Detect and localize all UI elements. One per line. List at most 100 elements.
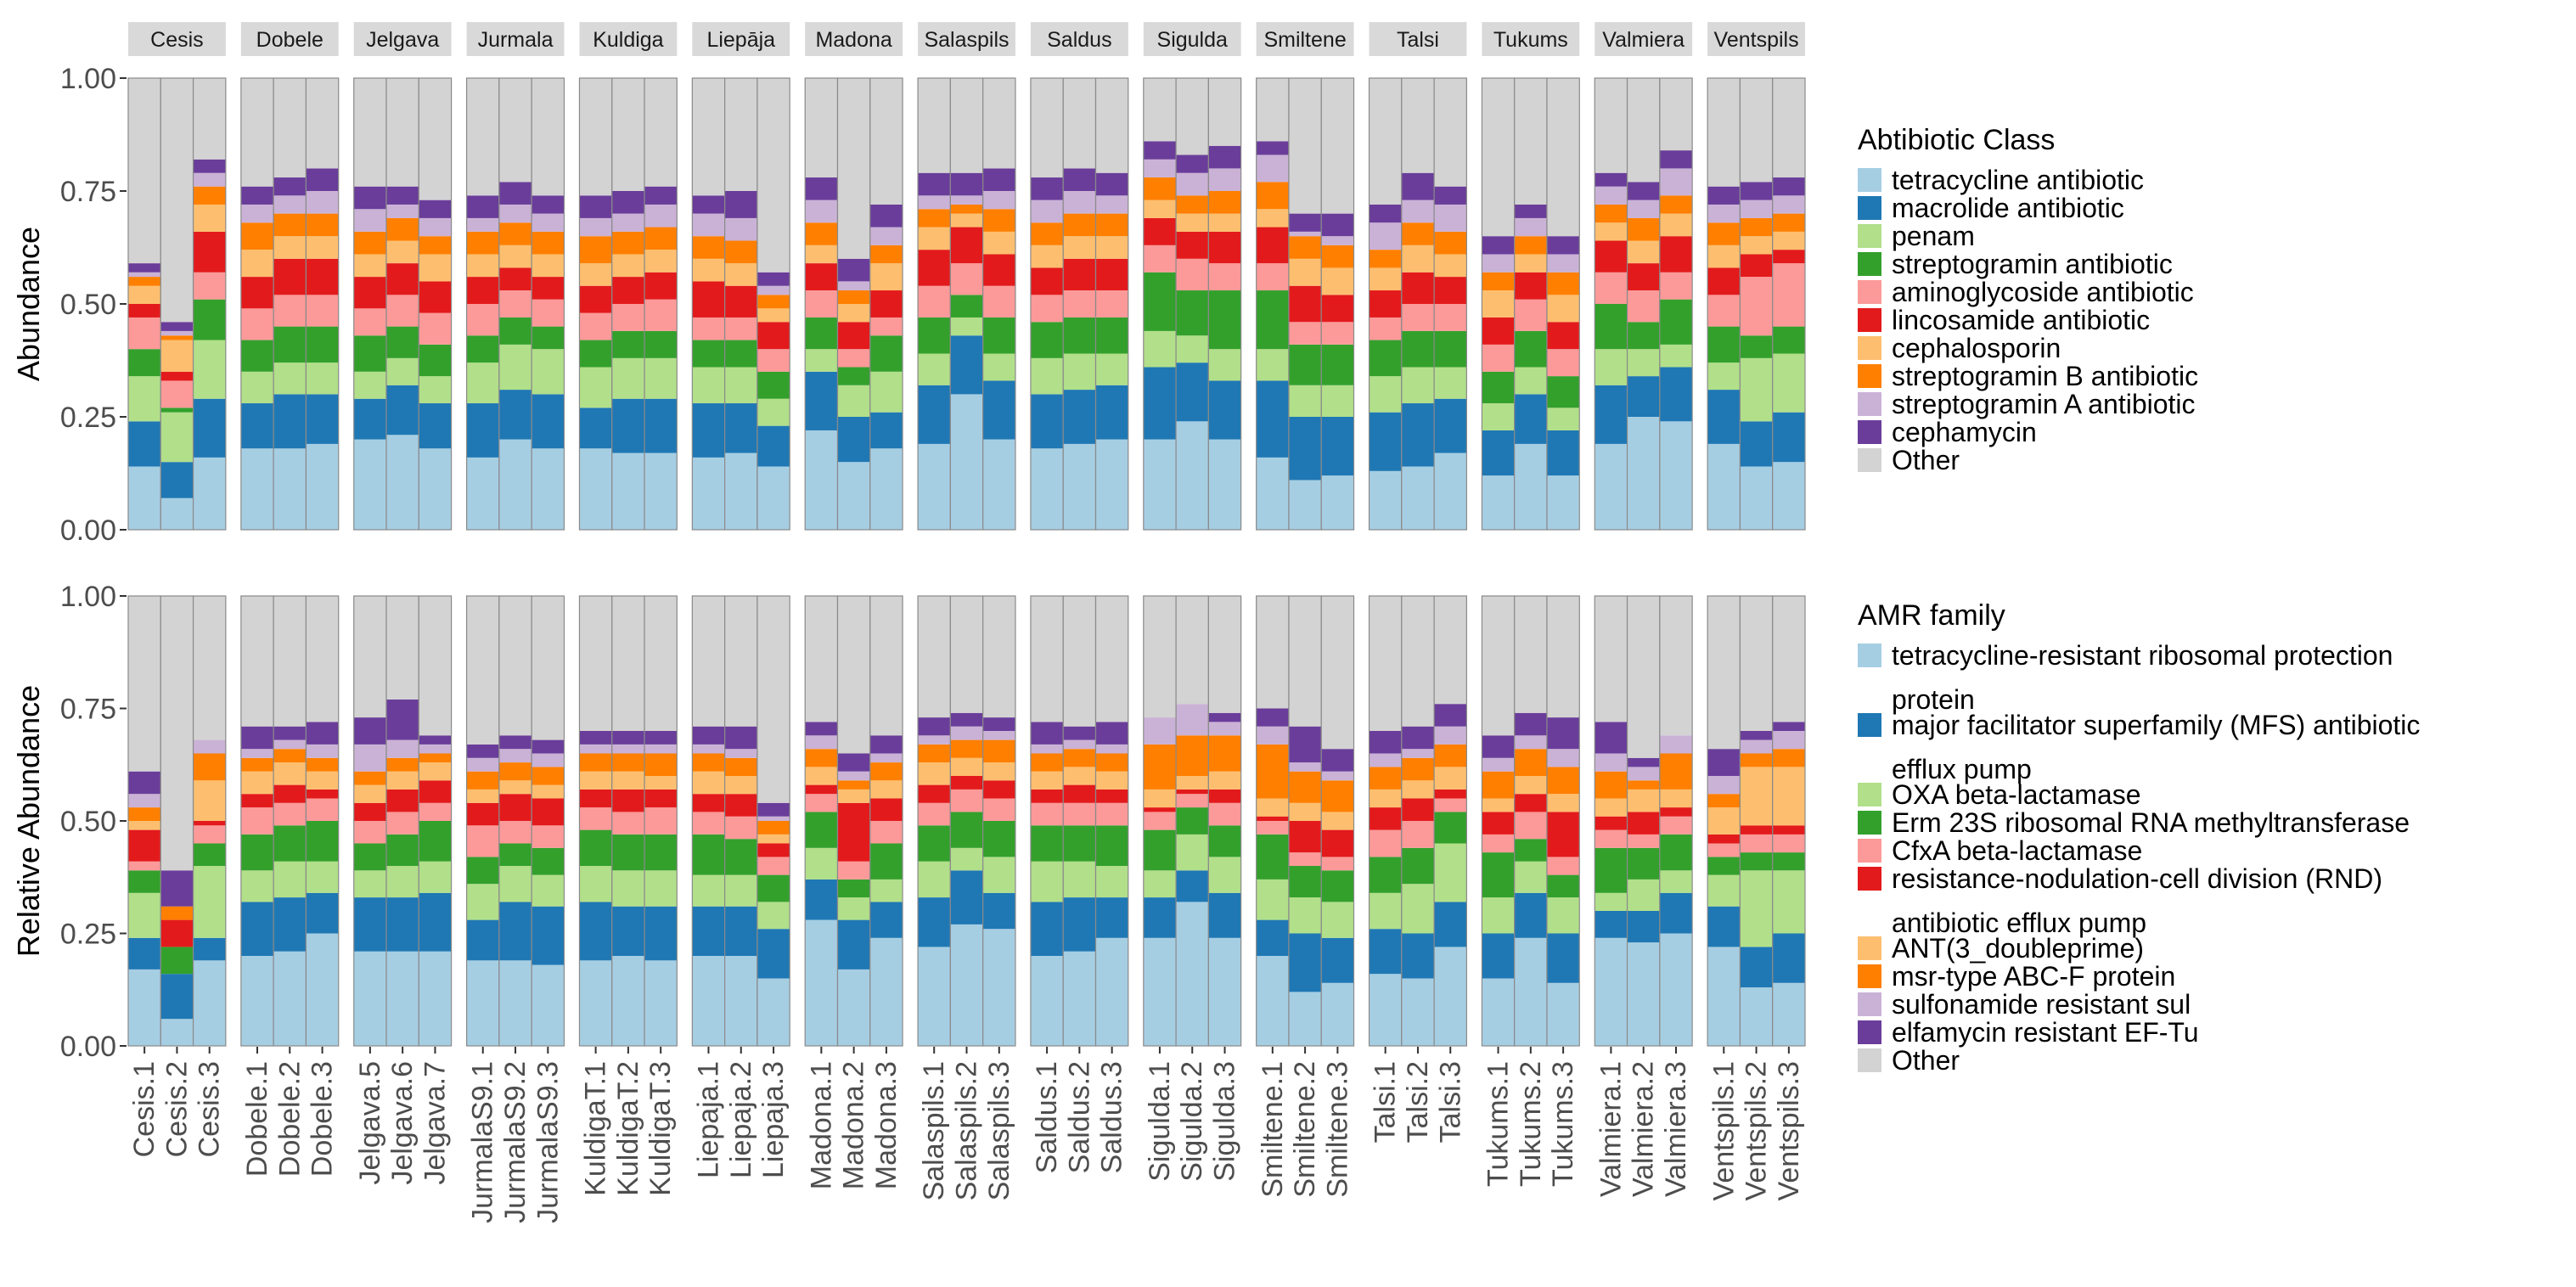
bar-segment — [644, 227, 678, 250]
bar-segment-other — [756, 78, 790, 273]
bar-segment — [1369, 267, 1402, 291]
bar-segment — [869, 879, 903, 902]
x-tick-label: Madona.3 — [870, 1061, 903, 1189]
stacked-bar — [1143, 77, 1177, 531]
bar-segment — [419, 312, 452, 345]
bar-segment — [1546, 376, 1580, 408]
bar-segment — [160, 412, 194, 463]
bar-segment-other — [1595, 78, 1628, 173]
bar-segment — [1208, 735, 1241, 772]
stacked-bar — [949, 595, 984, 1047]
bar-segment — [1434, 186, 1467, 205]
stacked-bar — [644, 595, 678, 1047]
bar-segment — [1063, 213, 1096, 237]
bar-segment — [724, 217, 757, 241]
bar-segment — [1707, 204, 1741, 223]
bar-segment — [1208, 380, 1241, 440]
bar-segment — [1143, 744, 1177, 790]
bar-segment — [1288, 480, 1322, 530]
bar-segment — [306, 258, 339, 295]
legend-title: AMR family — [1858, 599, 2005, 632]
bar-outline — [1207, 595, 1242, 1047]
bar-segment — [724, 906, 757, 956]
stacked-bar — [465, 595, 500, 1047]
bar-segment-other — [1176, 78, 1209, 155]
bar-segment — [1740, 739, 1773, 754]
bar-segment — [579, 731, 612, 745]
bar-segment — [805, 794, 838, 812]
bar-segment — [1143, 807, 1177, 812]
bar-segment — [1772, 195, 1805, 214]
bar-segment — [240, 834, 274, 871]
bar-segment — [1256, 708, 1289, 727]
bar-segment — [982, 317, 1015, 354]
bar-segment — [1288, 385, 1322, 417]
bar-segment-other — [1514, 596, 1547, 713]
bar-segment — [918, 717, 951, 736]
bar-segment — [353, 308, 387, 336]
bar-segment — [1740, 753, 1773, 767]
legend-label: elfamycin resistant EF-Tu — [1892, 1017, 2199, 1048]
facet-strip-bg — [1707, 22, 1805, 56]
bar-segment — [1707, 186, 1741, 205]
bar-segment — [1030, 861, 1064, 902]
bar-segment-other — [1482, 596, 1515, 736]
bar-segment — [1595, 443, 1628, 530]
bar-segment — [950, 335, 983, 395]
bar-segment — [273, 195, 307, 214]
facet-strip-bg — [1030, 22, 1128, 56]
bar-segment — [466, 335, 499, 363]
bar-segment — [466, 757, 499, 772]
bar-segment — [1095, 385, 1128, 440]
bar-segment — [611, 870, 645, 907]
bar-segment — [1256, 919, 1289, 956]
stacked-bar — [917, 77, 951, 531]
bar-segment — [1321, 749, 1354, 772]
bar-segment — [1595, 222, 1628, 241]
bar-segment — [724, 776, 757, 795]
facet-strip-bg — [1595, 22, 1693, 56]
bar-segment — [692, 367, 725, 404]
y-tick-label: 0.25 — [60, 919, 116, 951]
bar-outline — [1772, 77, 1806, 531]
bar-segment — [1707, 843, 1741, 857]
bar-segment — [1208, 231, 1241, 264]
bar-segment — [498, 735, 532, 750]
bar-segment — [1288, 771, 1322, 803]
bar-segment — [1401, 244, 1435, 273]
bar-segment-other — [1546, 596, 1580, 718]
bar-segment-other — [1030, 596, 1064, 722]
bar-segment — [419, 448, 452, 530]
bar-segment-other — [240, 78, 274, 187]
bar-segment — [1208, 802, 1241, 826]
bar-segment — [692, 317, 725, 340]
bar-segment — [1321, 236, 1354, 245]
bar-segment — [1434, 947, 1467, 1046]
bar-segment — [756, 308, 790, 323]
stacked-bar — [418, 595, 453, 1047]
bar-segment — [306, 821, 339, 862]
bar-segment — [1063, 443, 1096, 530]
bar-segment — [306, 295, 339, 327]
bar-segment — [1176, 155, 1209, 173]
legend-label: tetracycline antibiotic — [1892, 165, 2144, 195]
stacked-bar — [578, 77, 613, 531]
bar-segment — [692, 794, 725, 812]
bar-segment — [1176, 789, 1209, 795]
bar-outline — [305, 595, 340, 1047]
stacked-bar — [949, 77, 984, 531]
bar-outline — [869, 77, 903, 531]
stacked-bar — [192, 595, 227, 1047]
bar-segment — [1627, 376, 1660, 417]
bar-segment — [419, 802, 452, 821]
bar-segment-other — [950, 78, 983, 173]
bar-segment — [1401, 330, 1435, 368]
bar-segment — [756, 816, 790, 821]
bar-segment — [532, 874, 565, 907]
bar-segment — [240, 250, 274, 278]
bar-segment — [692, 195, 725, 214]
bar-segment — [837, 780, 870, 790]
bar-outline — [644, 77, 678, 531]
bar-segment — [128, 317, 161, 350]
stacked-bar — [1368, 595, 1403, 1047]
